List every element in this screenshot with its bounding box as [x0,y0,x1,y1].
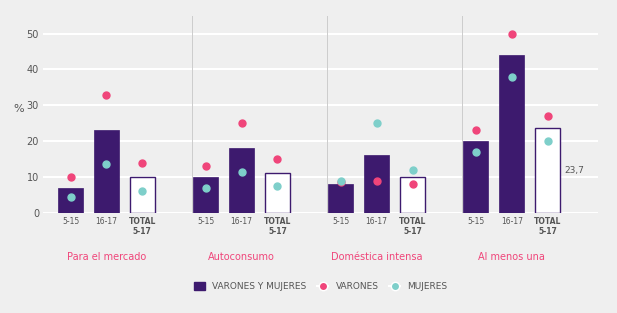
Text: Autoconsumo: Autoconsumo [208,252,275,262]
Text: Para el mercado: Para el mercado [67,252,146,262]
Bar [193,177,218,213]
Text: Doméstica intensa: Doméstica intensa [331,252,423,262]
Bar [130,177,155,213]
Bar [400,177,425,213]
Bar [58,188,83,213]
Legend: VARONES Y MUJERES, VARONES, MUJERES: VARONES Y MUJERES, VARONES, MUJERES [191,279,451,295]
Bar [364,156,389,213]
Bar [328,184,354,213]
Bar [499,55,524,213]
Bar [535,128,560,213]
Bar [463,141,488,213]
Y-axis label: %: % [13,104,23,114]
Bar [265,173,290,213]
Text: Al menos una: Al menos una [478,252,545,262]
Text: 23,7: 23,7 [564,166,584,175]
Bar [229,148,254,213]
Bar [94,131,119,213]
